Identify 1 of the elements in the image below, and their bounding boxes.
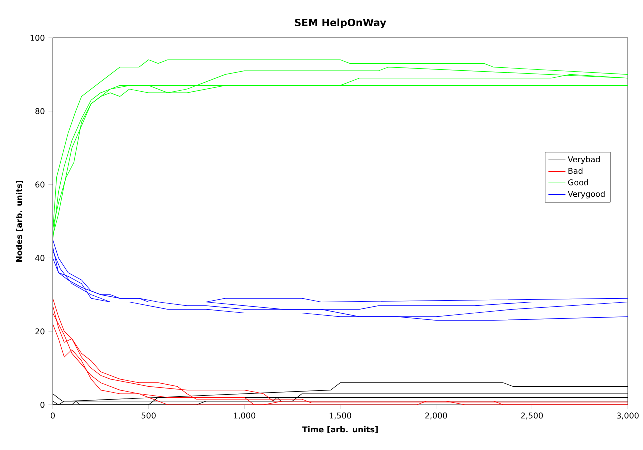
- chart-title: SEM HelpOnWay: [295, 18, 386, 29]
